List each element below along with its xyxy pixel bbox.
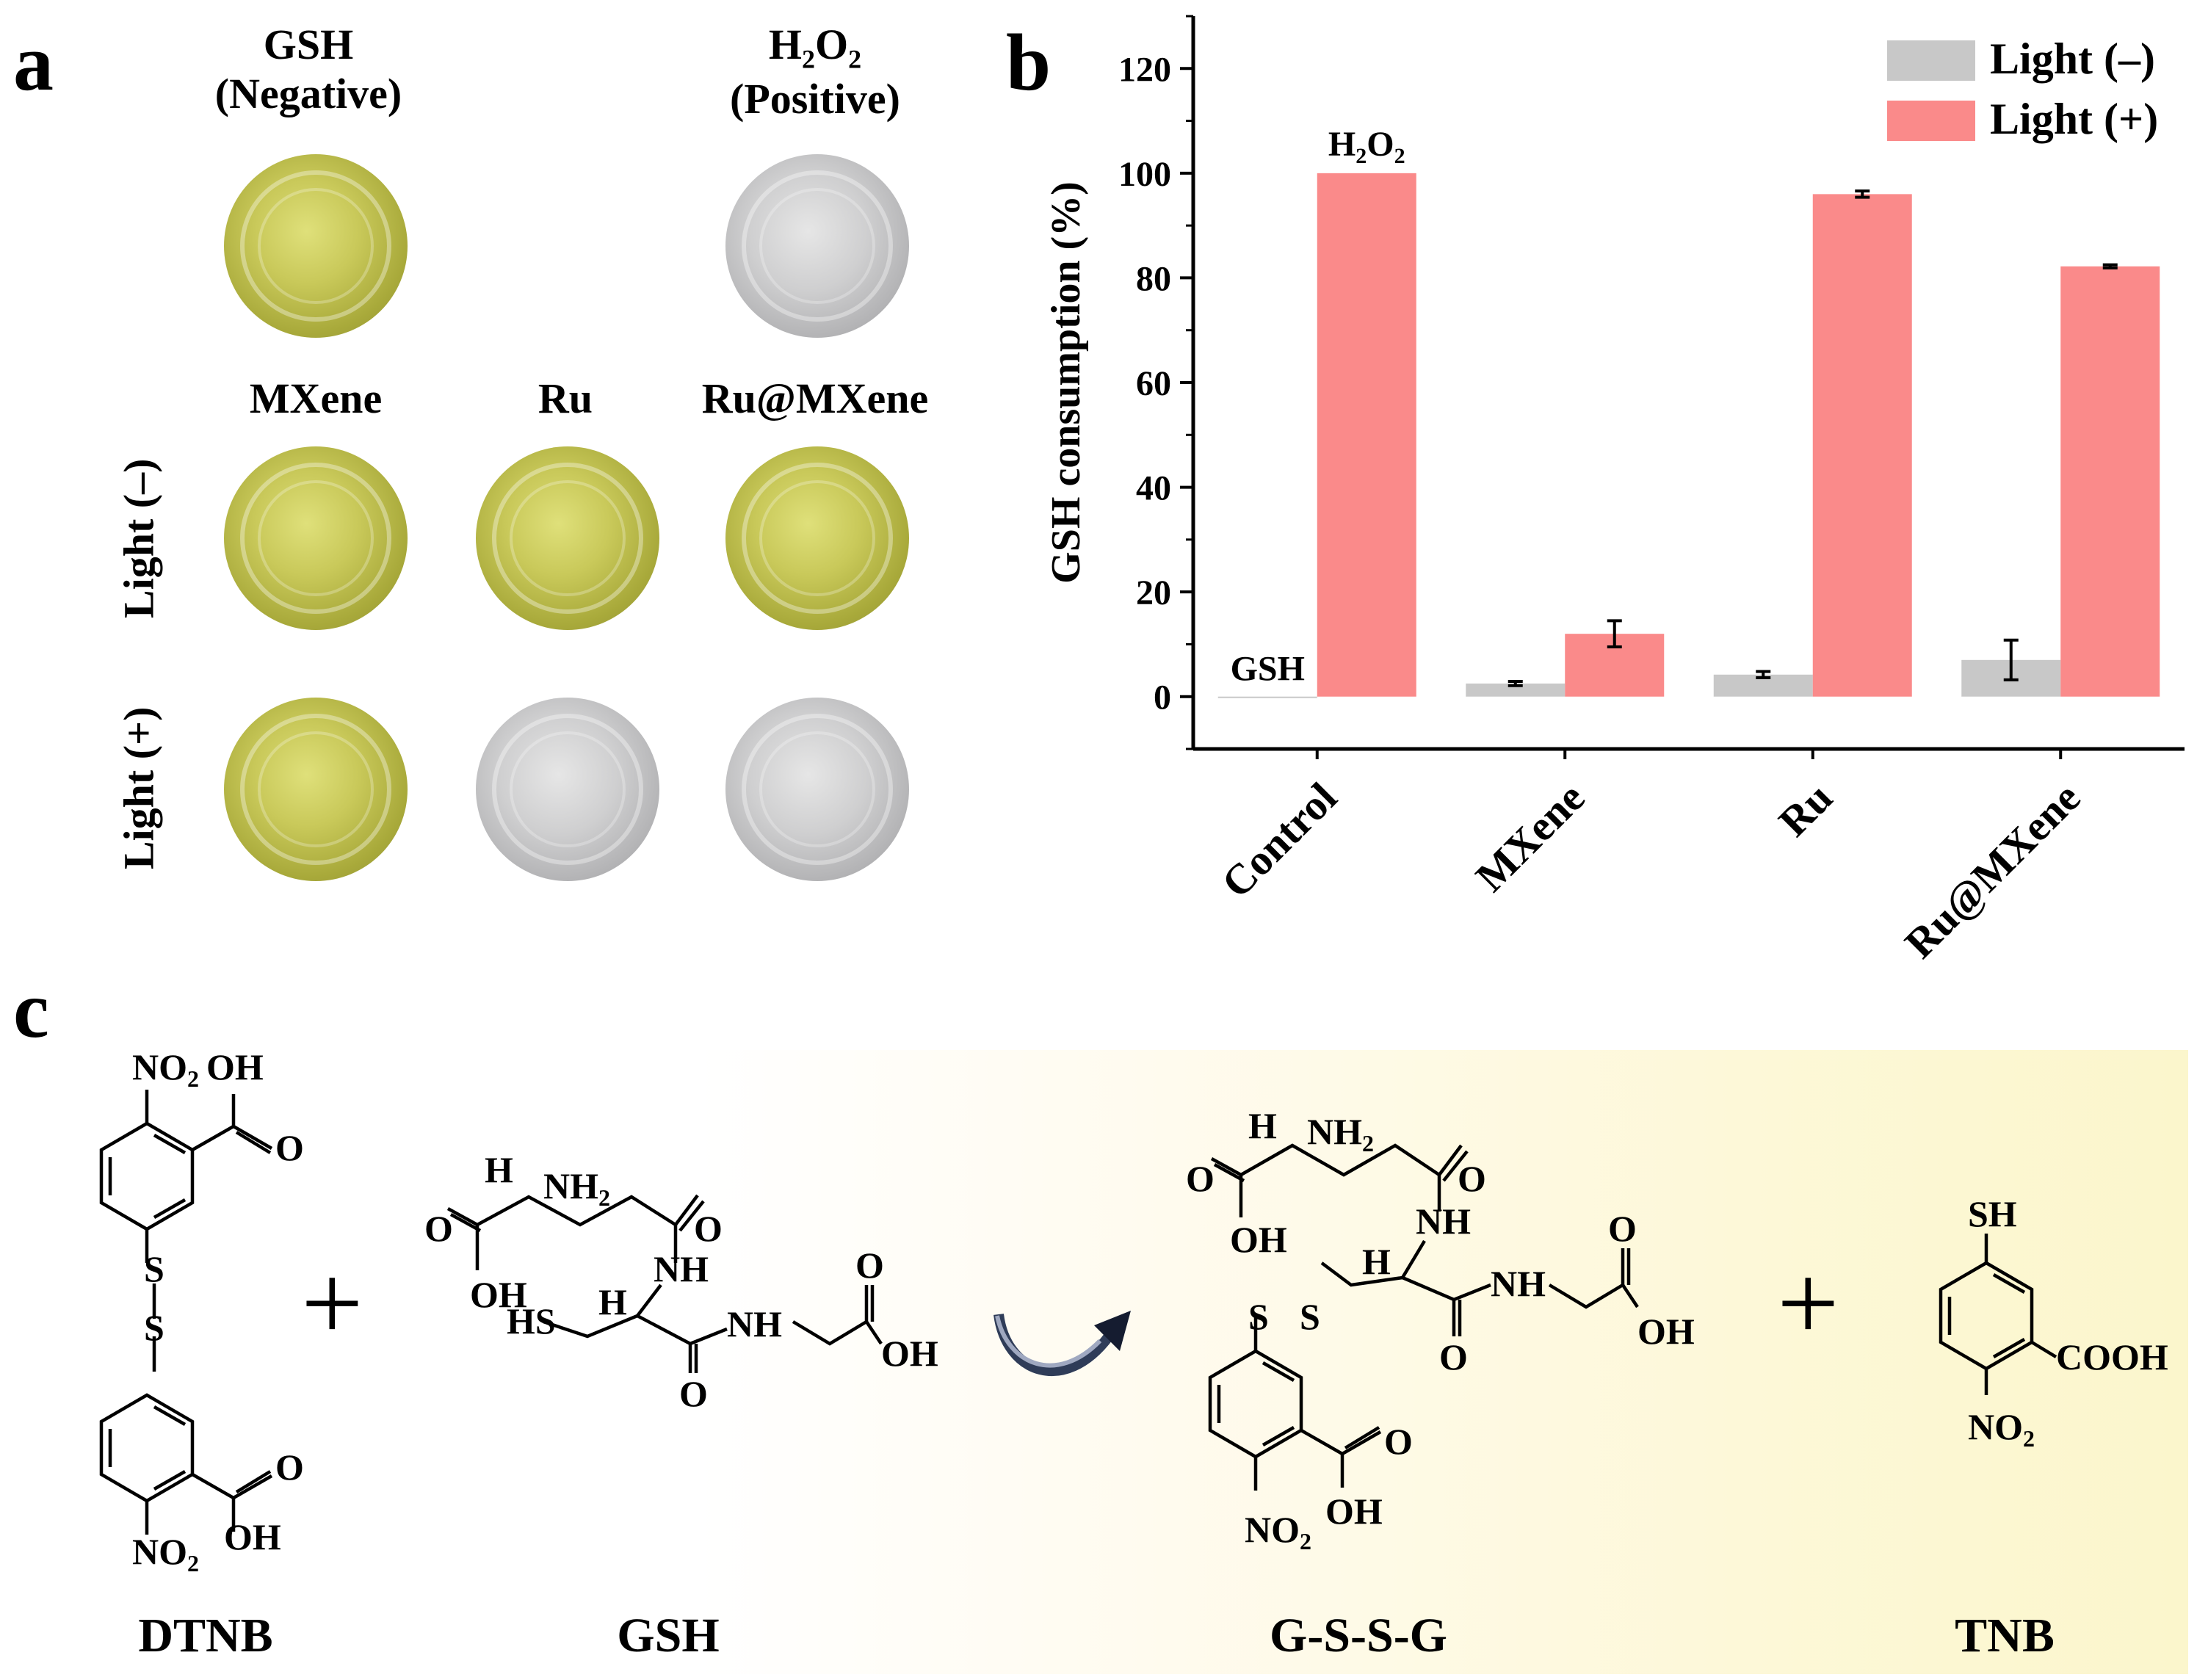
y-tick-label: 120 [1118,50,1171,89]
gsh-structure [446,1194,883,1373]
molecule-name-tnb: TNB [1955,1609,2055,1662]
molecule-name-gsh: GSH [617,1609,720,1662]
svg-text:O: O [275,1447,304,1488]
annotation-h2o2: H2O2 [1328,125,1405,168]
svg-text:NH2: NH2 [543,1165,610,1211]
dtnb-top-ring [99,1090,273,1372]
plus-sign-1: + [301,1242,363,1364]
legend-swatch-0 [1887,40,1975,81]
well-gsh-negative [224,154,408,338]
well-ru-light [476,698,659,881]
svg-text:O: O [1186,1158,1215,1199]
svg-text:NO2: NO2 [1245,1509,1311,1554]
svg-text:S: S [1248,1296,1269,1337]
bar-ru-mxene-s1 [2060,266,2160,697]
svg-text:H: H [598,1281,627,1322]
col-label-ru: Ru [538,374,593,422]
svg-text:S: S [1300,1296,1320,1337]
panel-letter-b: b [1006,18,1052,107]
svg-text:NH: NH [727,1303,782,1344]
svg-text:OH: OH [1325,1491,1383,1532]
y-tick-label: 40 [1136,469,1171,508]
legend-label-1: Light (+) [1990,95,2158,143]
svg-text:NO2: NO2 [132,1531,199,1576]
tnb-structure [1939,1234,2057,1395]
svg-text:NO2: NO2 [1968,1406,2035,1452]
scheme-background [698,1050,2188,1674]
y-tick-label: 20 [1136,573,1171,612]
well-ru-mxene-dark [725,446,909,630]
molecule-name-gssg: G-S-S-G [1269,1609,1448,1662]
svg-text:HS: HS [507,1300,556,1342]
annotation-gsh: GSH [1231,650,1305,689]
svg-text:COOH: COOH [2056,1336,2168,1377]
svg-text:O: O [855,1245,884,1286]
svg-text:NH: NH [1491,1263,1546,1304]
well-ru-mxene-light [725,698,909,881]
svg-text:O: O [679,1373,708,1414]
bar-mxene-s0 [1466,683,1566,697]
svg-text:SH: SH [1968,1193,2017,1234]
svg-text:OH: OH [1230,1219,1287,1260]
bar-ru-s1 [1812,194,1912,697]
svg-text:O: O [1439,1336,1468,1377]
reaction-arrow-icon [993,1311,1131,1377]
x-tick-label: Control [1212,773,1346,907]
panel-letter-c: c [13,965,49,1054]
svg-text:OH: OH [1637,1311,1695,1352]
x-tick-label: MXene [1466,773,1594,901]
y-tick-label: 80 [1136,259,1171,298]
legend-swatch-1 [1887,101,1975,141]
legend-label-0: Light (–) [1990,35,2155,83]
bar-control-s0 [1217,696,1317,698]
svg-text:OH: OH [224,1516,281,1557]
gsh-negative-label: GSH (Negative) [214,21,402,117]
dtnb-bottom-ring [99,1393,273,1535]
svg-text:O: O [1608,1208,1637,1249]
svg-text:O: O [1458,1158,1486,1199]
svg-text:H: H [485,1149,513,1190]
x-tick-label: Ru@MXene [1895,773,2089,967]
svg-text:OH: OH [881,1333,938,1374]
svg-text:NH2: NH2 [1307,1111,1374,1156]
svg-text:NH: NH [654,1248,709,1289]
panel-letter-a: a [13,18,54,107]
svg-text:H: H [1362,1241,1391,1282]
molecule-name-dtnb: DTNB [138,1609,273,1662]
svg-text:O: O [694,1208,723,1249]
col-label-mxene: MXene [249,374,383,422]
svg-text:O: O [1384,1421,1413,1462]
y-tick-label: 100 [1118,155,1171,194]
svg-text:NH: NH [1416,1201,1471,1242]
y-tick-label: 60 [1136,364,1171,403]
plus-sign-2: + [1777,1242,1839,1364]
svg-text:S: S [144,1248,164,1289]
row-label-light-minus: Light (–) [115,458,163,619]
col-label-ru-mxene: Ru@MXene [701,374,929,422]
gsh-consumption-chart: Control MXene Ru Ru@MXene 0 20 40 60 80 100 120 GSH… [1043,15,2185,967]
well-mxene-light [224,698,408,881]
bar-control-s1 [1317,173,1416,697]
well-h2o2-positive [725,154,909,338]
row-label-light-plus: Light (+) [115,706,163,870]
y-tick-label: 0 [1154,678,1171,717]
svg-text:O: O [275,1127,304,1168]
svg-text:S: S [144,1307,164,1348]
y-axis-label: GSH consumption (%) [1043,181,1089,584]
svg-text:H: H [1248,1105,1277,1146]
gssg-structure [1208,1143,1639,1491]
h2o2-positive-label: H2O2 (Positive) [730,21,900,123]
reaction-scheme: NO2 OH O S S O OH NO2 H NH2 O OH O NH H H… [99,1046,2168,1576]
svg-text:OH: OH [470,1274,527,1315]
well-mxene-dark [224,446,408,630]
x-tick-label: Ru [1770,773,1842,845]
well-ru-dark [476,446,659,630]
svg-text:O: O [424,1208,453,1249]
